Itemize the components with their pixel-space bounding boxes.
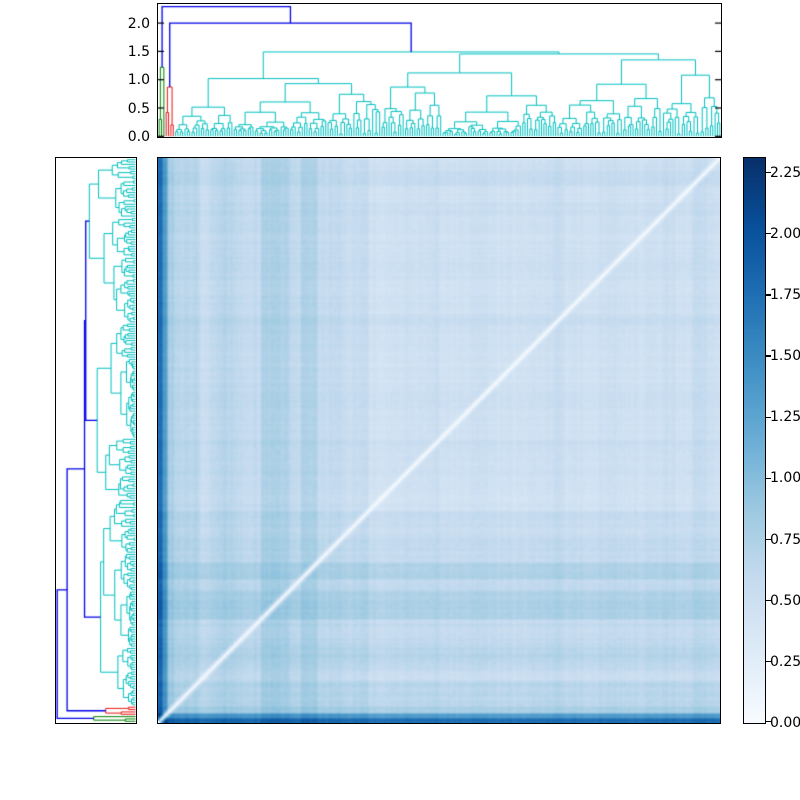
colorbar-tick-label-8: 2.00 [770,225,800,242]
colorbar-tick [765,416,771,418]
colorbar-tick-label-3: 0.75 [770,531,800,548]
colorbar-tick [765,233,771,235]
colorbar-tick-label-9: 2.25 [770,164,800,181]
colorbar-tick [765,294,771,296]
colorbar-tick [765,477,771,480]
top-dendro-ytick-1: 0.5 [127,100,150,117]
colorbar-tick-label-6: 1.50 [770,348,800,365]
colorbar-tick [765,600,771,602]
top-dendro-ytick-0: 0.0 [127,128,150,145]
top-dendro-ytick-2: 1.0 [127,72,150,89]
colorbar-tick [765,661,771,663]
colorbar-tick-label-1: 0.25 [770,653,800,670]
colorbar-tick [765,538,771,541]
top-dendro-ytick-4: 2.0 [127,15,150,32]
colorbar-tick [765,171,771,174]
colorbar-canvas [743,157,765,723]
colorbar-tick [765,720,771,723]
colorbar-tick-label-0: 0.00 [770,715,800,731]
colorbar [742,156,766,724]
top-dendrogram-panel [157,3,722,138]
colorbar-tick-label-4: 1.00 [770,470,800,487]
left-dendrogram-panel [54,156,137,724]
distance-matrix-heatmap [157,156,721,724]
top-dendrogram-canvas [158,4,721,137]
colorbar-tick-label-5: 1.25 [770,409,800,426]
colorbar-tick-label-7: 1.75 [770,286,800,303]
left-dendrogram-canvas [55,157,136,723]
colorbar-tick [765,355,771,357]
heatmap-canvas [158,157,720,723]
colorbar-tick-label-2: 0.50 [770,592,800,609]
top-dendro-ytick-3: 1.5 [127,43,150,60]
